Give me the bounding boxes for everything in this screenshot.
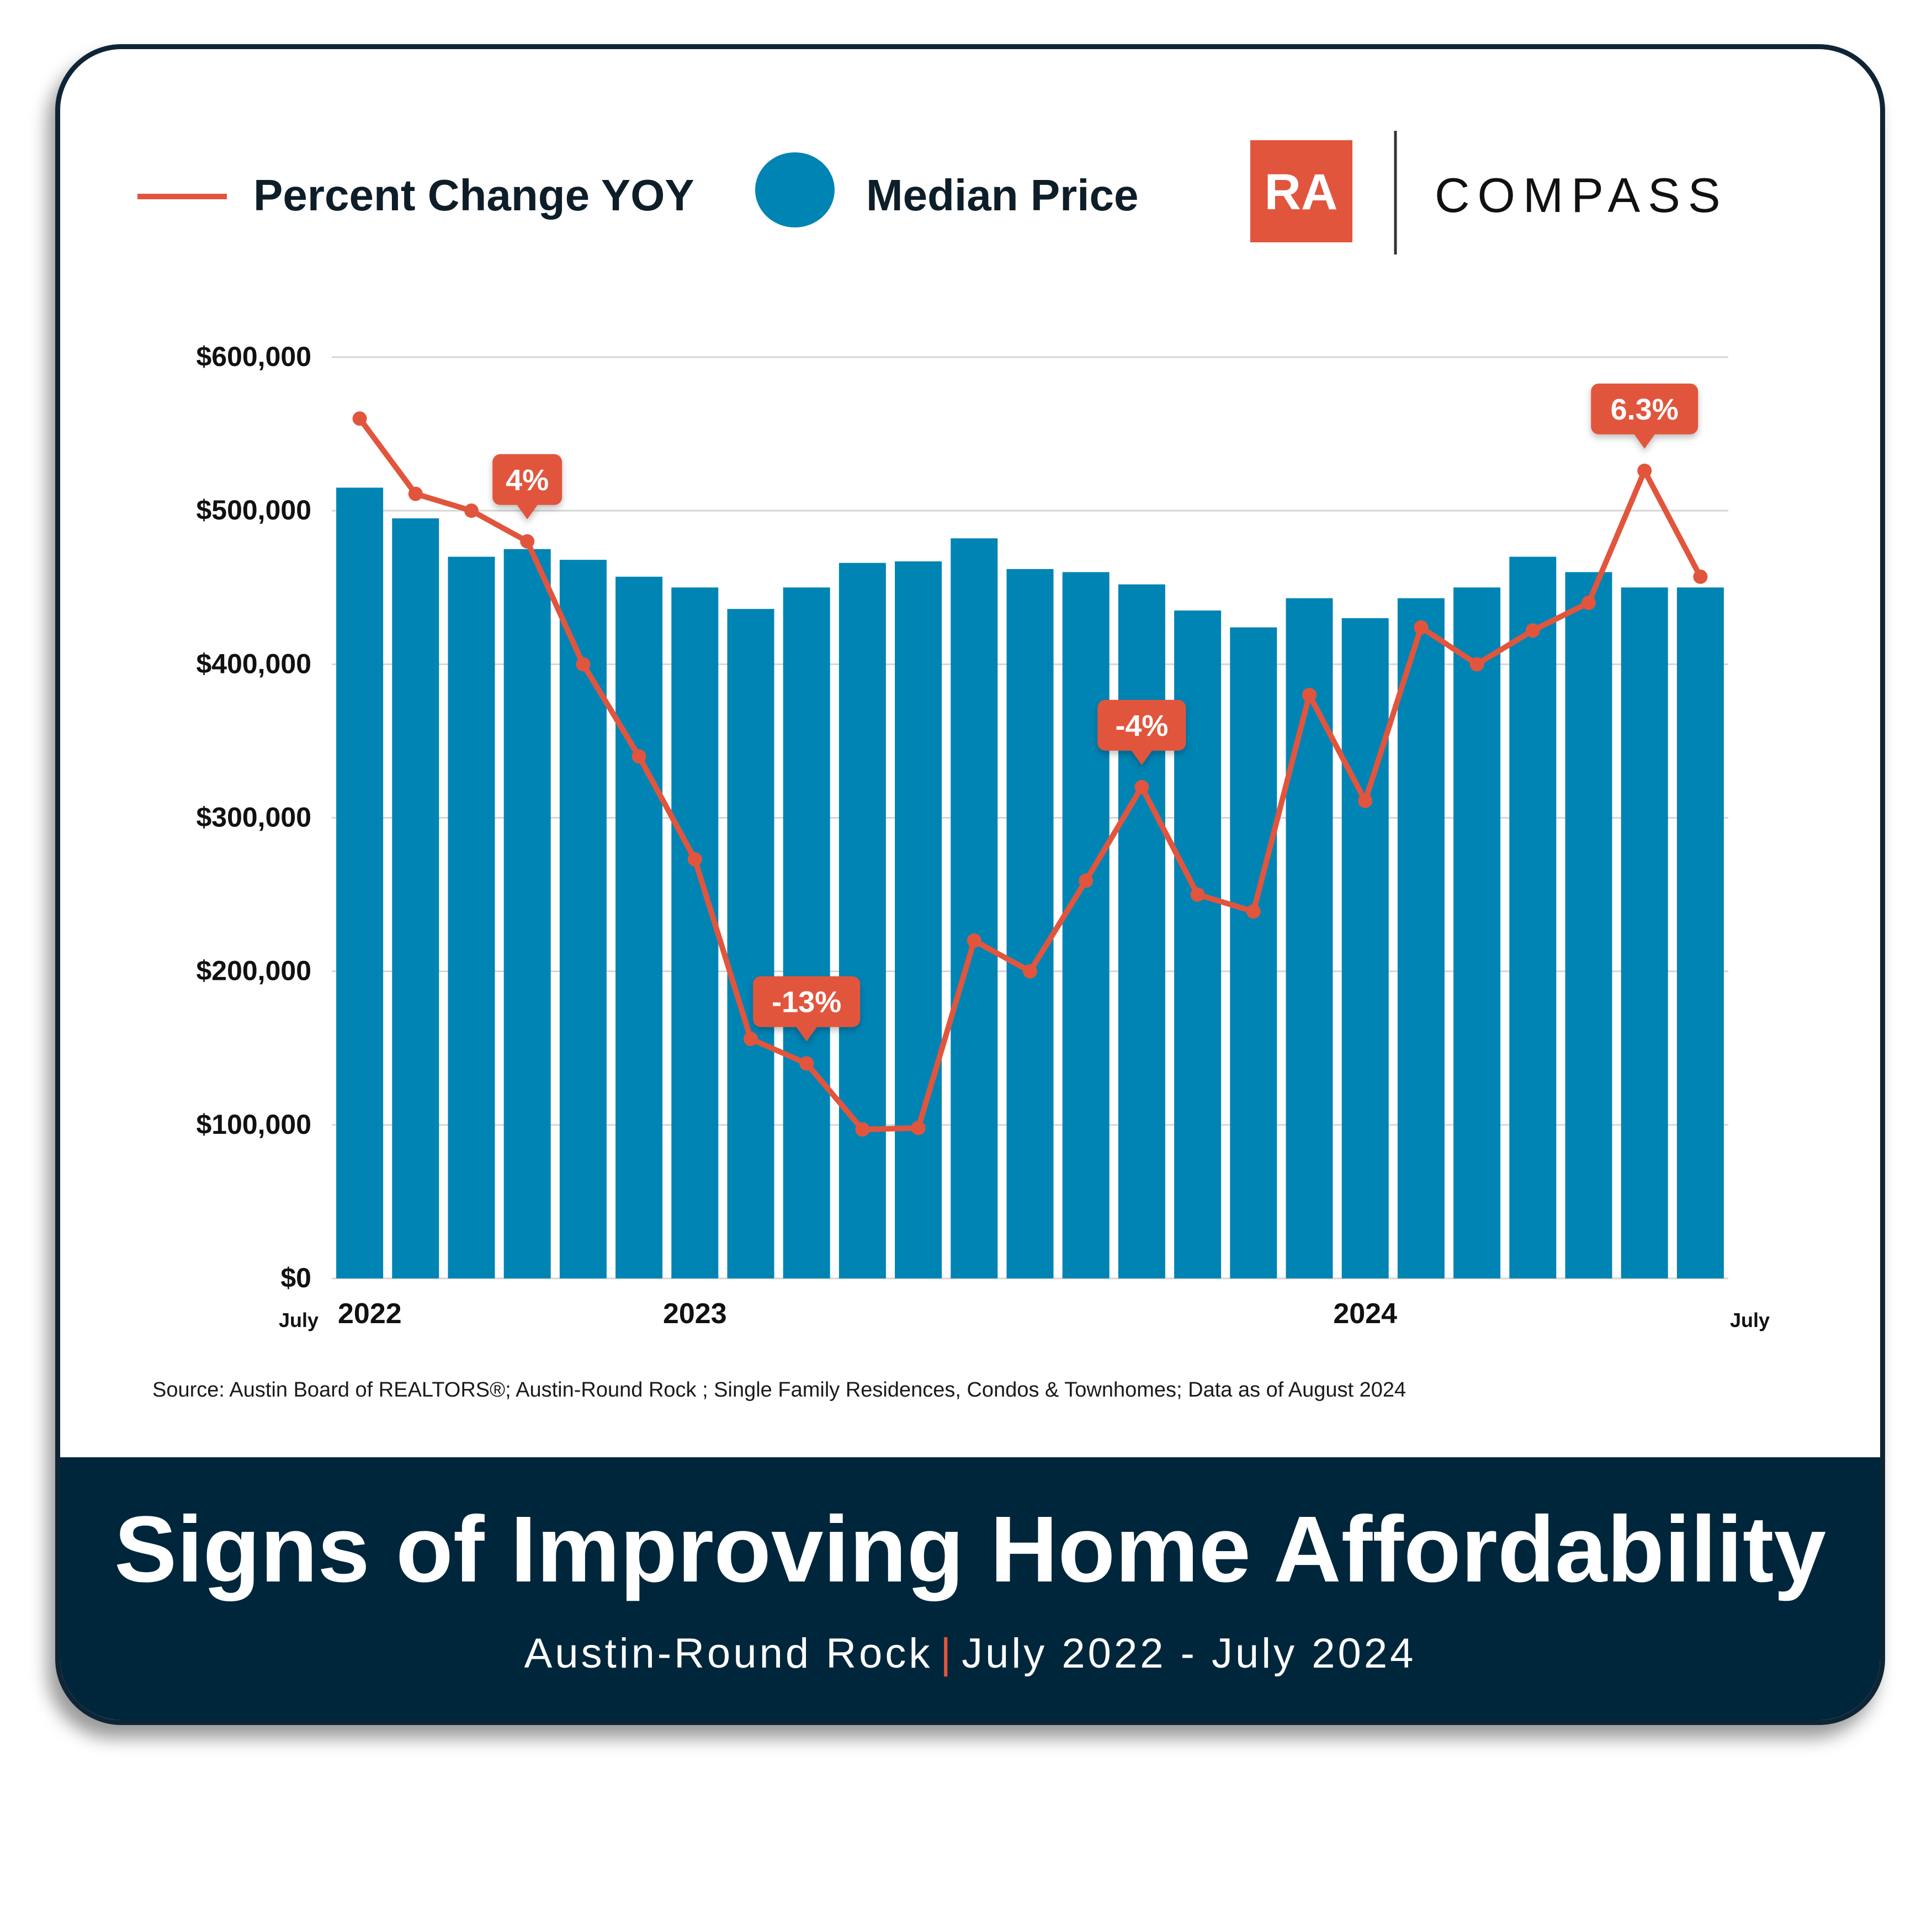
bar-median-price (671, 587, 719, 1278)
bar-median-price (448, 556, 495, 1278)
bar-median-price (1286, 598, 1333, 1278)
line-point (911, 1121, 926, 1135)
bar-median-price (615, 576, 663, 1278)
bar-median-price (783, 587, 830, 1278)
bar-median-price (1118, 584, 1165, 1278)
bar-median-price (1397, 598, 1445, 1278)
line-point (1079, 873, 1094, 888)
line-point (576, 657, 591, 672)
x-tick-label: July (279, 1309, 319, 1331)
annotation-callout: 4% (492, 454, 562, 519)
line-point (1414, 620, 1429, 635)
line-point (1023, 964, 1037, 979)
line-point (464, 503, 479, 518)
line-point (1469, 657, 1484, 672)
percent-change-points (352, 411, 1708, 1137)
chart: Percent Change YOY Median Price RA COMPA… (137, 131, 1770, 1402)
x-tick-label: 2022 (338, 1298, 402, 1330)
bar-median-price (336, 487, 384, 1278)
bar-median-price (895, 561, 942, 1278)
bar-median-price (1509, 556, 1557, 1278)
line-point (408, 486, 423, 501)
bar-median-price (1621, 587, 1668, 1278)
line-point (1581, 596, 1596, 611)
bar-median-price (1062, 572, 1110, 1278)
line-point (1358, 793, 1373, 808)
line-point (799, 1056, 814, 1071)
line-point (352, 411, 367, 426)
subtitle-dates: July 2022 - July 2024 (962, 1630, 1416, 1677)
annotation-callout: -13% (753, 976, 861, 1042)
line-point (631, 749, 646, 764)
chart-card: Percent Change YOY Median Price RA COMPA… (55, 44, 1885, 1725)
annotation-callout: -4% (1097, 699, 1186, 765)
line-point (1637, 463, 1652, 478)
bar-median-price (1565, 572, 1612, 1278)
bar-median-price (838, 562, 886, 1278)
footer-banner: Signs of Improving Home Affordability Au… (60, 1457, 1880, 1720)
legend-bar-swatch (755, 152, 835, 227)
line-point (520, 534, 535, 549)
bar-median-price (727, 609, 774, 1278)
line-point (967, 933, 981, 948)
bar-median-price (503, 549, 551, 1279)
x-tick-label: July (1730, 1309, 1770, 1331)
y-tick-label: $100,000 (196, 1109, 311, 1140)
svg-text:RA: RA (1265, 164, 1338, 220)
subtitle-separator: | (940, 1630, 954, 1677)
y-tick-label: $200,000 (196, 956, 311, 986)
x-axis: July 2022 2023 2024 July (279, 1298, 1770, 1331)
annotation-callout: 6.3% (1591, 383, 1699, 449)
line-point (855, 1122, 870, 1137)
bar-median-price (559, 560, 607, 1279)
line-point (1693, 569, 1708, 584)
bar-median-price (1230, 627, 1277, 1278)
y-axis: $0 $100,000 $200,000 $300,000 $400,000 $500,0… (196, 341, 311, 1293)
bar-median-price (1453, 587, 1501, 1278)
line-point (1246, 904, 1261, 919)
y-tick-label: $500,000 (196, 495, 311, 526)
compass-logo: COMPASS (1435, 168, 1728, 222)
line-point (1302, 687, 1317, 702)
annotations: 4% -13% -4% 6.3% (492, 383, 1699, 1042)
line-point (687, 852, 702, 867)
annotation-label: 6.3% (1611, 393, 1679, 426)
annotation-label: 4% (506, 464, 549, 497)
y-tick-label: $300,000 (196, 802, 311, 833)
line-point (744, 1032, 758, 1047)
bar-median-price (1676, 587, 1724, 1278)
bar-median-price (392, 518, 439, 1279)
bar-median-price (951, 538, 998, 1278)
source-note: Source: Austin Board of REALTORS®; Austi… (152, 1378, 1406, 1402)
y-tick-label: $0 (280, 1262, 311, 1293)
x-tick-label: 2023 (663, 1298, 727, 1330)
x-tick-label: 2024 (1333, 1298, 1397, 1330)
subtitle-location: Austin-Round Rock (524, 1630, 933, 1677)
annotation-label: -13% (772, 986, 841, 1019)
y-tick-label: $400,000 (196, 648, 311, 679)
line-point (1134, 779, 1149, 794)
ra-logo: RA (1250, 140, 1352, 242)
bar-median-price (1006, 569, 1054, 1278)
bar-median-price (1341, 618, 1389, 1278)
legend-line-label: Percent Change YOY (253, 171, 694, 220)
annotation-label: -4% (1115, 709, 1168, 742)
page-subtitle: Austin-Round Rock | July 2022 - July 2024 (60, 1633, 1880, 1675)
line-point (1525, 623, 1540, 638)
line-point (1190, 887, 1205, 902)
legend-bar-label: Median Price (866, 171, 1139, 220)
y-tick-label: $600,000 (196, 341, 311, 372)
median-price-bars (336, 487, 1724, 1279)
page-title: Signs of Improving Home Affordability (114, 1497, 1826, 1602)
